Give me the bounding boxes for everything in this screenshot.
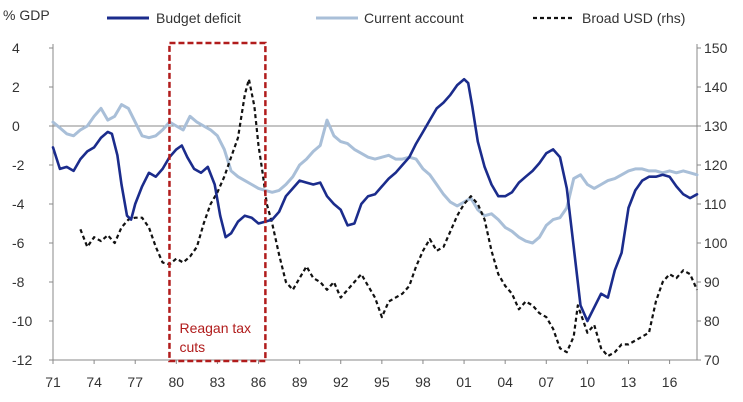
x-tick-label: 83 xyxy=(210,374,226,390)
right-axis: 150 140 130 120 110 100 90 80 70 xyxy=(696,40,728,368)
x-tick-label: 98 xyxy=(415,374,431,390)
x-tick-label: 80 xyxy=(169,374,185,390)
x-tick-label: 07 xyxy=(538,374,554,390)
reagan-tax-cuts-box xyxy=(168,41,267,363)
x-tick-label: 71 xyxy=(45,374,61,390)
x-tick-label: 86 xyxy=(251,374,267,390)
right-tick-label: 110 xyxy=(704,196,727,212)
left-tick-label: -8 xyxy=(12,274,25,290)
left-tick-label: -4 xyxy=(12,196,25,212)
left-tick-label: 4 xyxy=(12,40,20,56)
series-line-broad-usd-rhs xyxy=(79,78,699,358)
x-tick-label: 04 xyxy=(497,374,513,390)
legend-label: Current account xyxy=(364,10,464,26)
left-tick-label: -12 xyxy=(12,352,32,368)
right-tick-label: 140 xyxy=(704,79,728,95)
legend-label: Broad USD (rhs) xyxy=(582,10,685,26)
legend: Budget deficit Current account Broad USD (… xyxy=(107,10,685,26)
x-tick-label: 89 xyxy=(292,374,308,390)
right-tick-label: 70 xyxy=(704,352,720,368)
right-tick-label: 90 xyxy=(704,274,720,290)
x-tick-label: 16 xyxy=(662,374,678,390)
x-tick-label: 74 xyxy=(86,374,102,390)
series-line-budget-deficit xyxy=(51,77,699,323)
left-tick-label: -10 xyxy=(12,313,32,329)
annotation-layer: Reagan tax cuts xyxy=(168,41,267,363)
x-tick-label: 77 xyxy=(127,374,143,390)
left-tick-label: 0 xyxy=(12,118,20,134)
legend-label: Budget deficit xyxy=(156,10,241,26)
right-tick-label: 150 xyxy=(704,40,728,56)
right-tick-label: 120 xyxy=(704,157,728,173)
x-tick-label: 95 xyxy=(374,374,390,390)
x-axis: 71 74 77 80 83 86 89 92 95 98 01 04 07 10 13 16 xyxy=(45,359,697,390)
left-tick-label: -6 xyxy=(12,235,25,251)
x-tick-label: 01 xyxy=(456,374,472,390)
left-tick-label: -2 xyxy=(12,157,25,173)
right-tick-label: 130 xyxy=(704,118,728,134)
annotation-label: cuts xyxy=(179,339,205,355)
left-tick-label: 2 xyxy=(12,79,20,95)
right-tick-label: 100 xyxy=(704,235,728,251)
right-tick-label: 80 xyxy=(704,313,720,329)
y-unit-label: % GDP xyxy=(3,7,50,23)
annotation-label: Reagan tax xyxy=(179,320,251,336)
x-tick-label: 92 xyxy=(333,374,349,390)
x-tick-label: 13 xyxy=(621,374,637,390)
left-axis: 4 2 0 -2 -4 -6 -8 -10 -12 xyxy=(12,40,54,368)
series-line-current-account xyxy=(51,103,699,245)
x-tick-label: 10 xyxy=(580,374,596,390)
series-layer xyxy=(51,77,699,358)
